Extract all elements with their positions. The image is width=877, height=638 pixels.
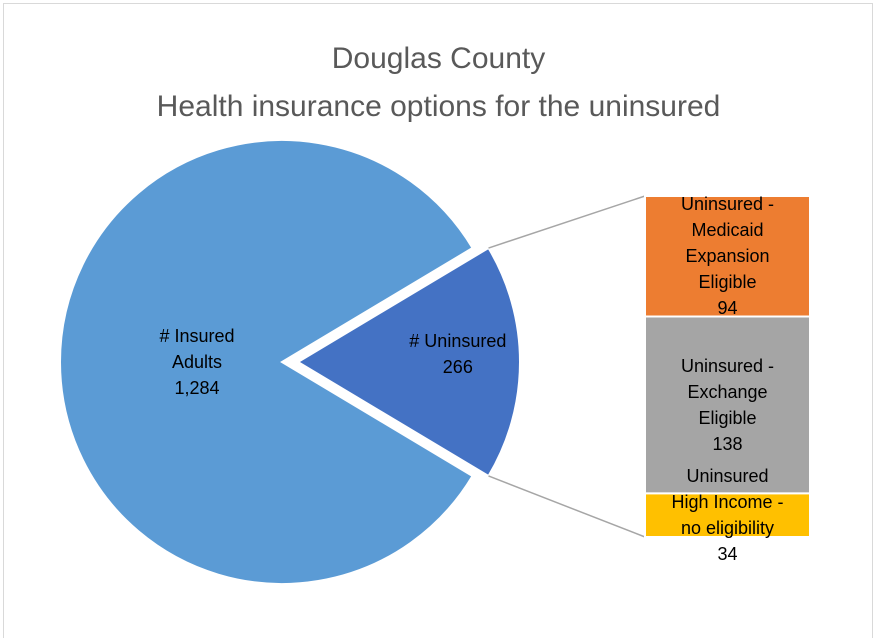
- bar-label-line: 138: [712, 433, 743, 454]
- slice-label-line: 266: [442, 357, 473, 377]
- slice-label-line: # Uninsured: [409, 331, 507, 351]
- pie-slice: [59, 139, 474, 585]
- bar-label-line: Uninsured - Exchange Eligible: [680, 355, 775, 428]
- chart-title: Douglas County: [331, 42, 546, 75]
- slice-label-line: 1,284: [174, 378, 220, 398]
- slice-label: # Uninsured 266: [388, 328, 528, 380]
- bar-label: Uninsured - Exchange Eligible 138: [666, 353, 790, 457]
- chart-subtitle: Health insurance options for the uninsur…: [156, 90, 721, 123]
- bar-segment: [644, 315, 811, 495]
- bar-label: Uninsured High Income - no eligibility 34: [666, 463, 790, 567]
- bar-label-line: Uninsured - Medicaid Expansion Eligible: [680, 194, 775, 293]
- bar-segment: [644, 492, 811, 539]
- pie-slice: [296, 246, 521, 478]
- slice-label-line: # Insured Adults: [159, 326, 235, 372]
- bar-label-line: Uninsured High Income - no eligibility: [671, 466, 784, 539]
- connector-line: [488, 475, 646, 538]
- bar-label-line: 94: [717, 298, 738, 319]
- bar-label: Uninsured - Medicaid Expansion Eligible 9…: [666, 191, 790, 321]
- bar-segment: [644, 195, 811, 318]
- bar-label-line: 34: [717, 544, 738, 565]
- connector-line: [488, 195, 646, 249]
- slice-label: # Insured Adults 1,284: [137, 323, 257, 401]
